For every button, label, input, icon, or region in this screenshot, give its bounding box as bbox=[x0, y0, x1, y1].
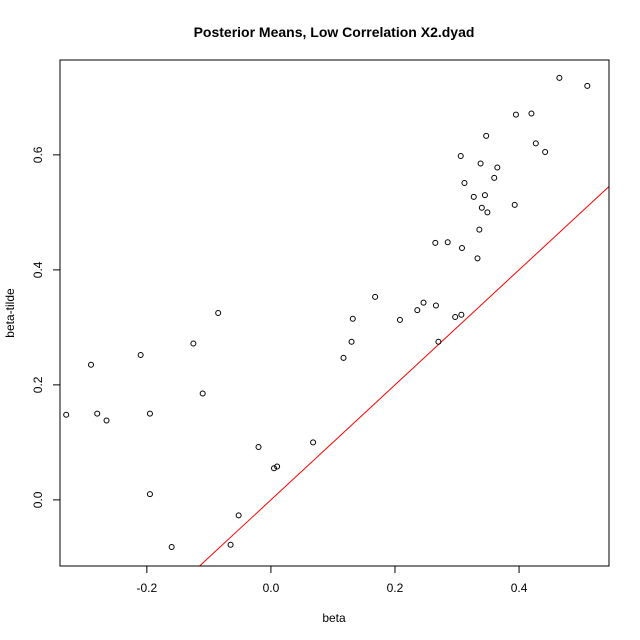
y-tick-label: 0.0 bbox=[31, 491, 45, 508]
data-point bbox=[556, 74, 563, 81]
y-tick-label: 0.2 bbox=[31, 376, 45, 393]
y-axis: 0.0 0.2 0.4 0.6 bbox=[31, 146, 61, 508]
data-point bbox=[542, 149, 549, 155]
chart-title: Posterior Means, Low Correlation X2.dyad bbox=[194, 24, 475, 40]
data-point bbox=[584, 82, 591, 89]
data-point bbox=[457, 153, 464, 160]
data-point bbox=[435, 338, 442, 345]
data-point bbox=[528, 110, 535, 117]
data-point bbox=[103, 417, 110, 424]
data-point bbox=[274, 463, 281, 470]
data-point bbox=[483, 132, 490, 139]
x-tick-label: -0.2 bbox=[137, 581, 158, 595]
x-tick-label: 0.4 bbox=[511, 581, 528, 595]
data-point bbox=[461, 180, 468, 187]
reference-line-layer bbox=[199, 186, 610, 567]
data-point bbox=[88, 361, 95, 368]
data-point bbox=[271, 465, 278, 472]
y-tick-label: 0.4 bbox=[31, 261, 45, 278]
data-point bbox=[474, 255, 481, 262]
data-point bbox=[432, 239, 439, 246]
y-axis-label: beta-tilde bbox=[3, 288, 17, 338]
data-point bbox=[94, 410, 101, 417]
points-layer bbox=[63, 74, 591, 551]
data-point bbox=[414, 307, 421, 314]
data-point bbox=[476, 226, 483, 233]
reference-line bbox=[199, 186, 610, 567]
data-point bbox=[372, 293, 379, 300]
data-point bbox=[310, 439, 317, 446]
data-point bbox=[484, 209, 491, 216]
data-point bbox=[137, 351, 144, 358]
x-axis-label: beta bbox=[322, 611, 346, 625]
data-point bbox=[235, 512, 242, 519]
data-point bbox=[227, 541, 234, 548]
data-point bbox=[444, 239, 451, 246]
data-point bbox=[199, 390, 206, 397]
data-point bbox=[255, 443, 262, 450]
data-point bbox=[146, 410, 153, 417]
data-point bbox=[215, 310, 222, 316]
data-point bbox=[470, 193, 477, 200]
data-point bbox=[190, 340, 197, 347]
data-point bbox=[491, 174, 498, 181]
data-point bbox=[477, 160, 484, 167]
data-point bbox=[532, 140, 539, 147]
x-axis: -0.2 0.0 0.2 0.4 bbox=[137, 565, 528, 595]
data-point bbox=[168, 544, 175, 551]
data-point bbox=[63, 411, 70, 418]
data-point bbox=[481, 192, 488, 199]
data-point bbox=[458, 245, 465, 252]
data-point bbox=[494, 164, 501, 171]
data-point bbox=[458, 311, 465, 318]
x-tick-label: 0.0 bbox=[263, 581, 280, 595]
data-point bbox=[452, 314, 459, 321]
data-point bbox=[420, 299, 427, 306]
data-point bbox=[146, 491, 153, 498]
x-tick-label: 0.2 bbox=[387, 581, 404, 595]
data-point bbox=[432, 302, 439, 309]
data-point bbox=[340, 354, 347, 361]
data-point bbox=[512, 111, 519, 118]
data-point bbox=[349, 315, 356, 322]
data-point bbox=[478, 204, 485, 211]
y-tick-label: 0.6 bbox=[31, 146, 45, 163]
data-point bbox=[348, 338, 355, 345]
data-point bbox=[396, 316, 403, 323]
data-point bbox=[511, 201, 518, 208]
